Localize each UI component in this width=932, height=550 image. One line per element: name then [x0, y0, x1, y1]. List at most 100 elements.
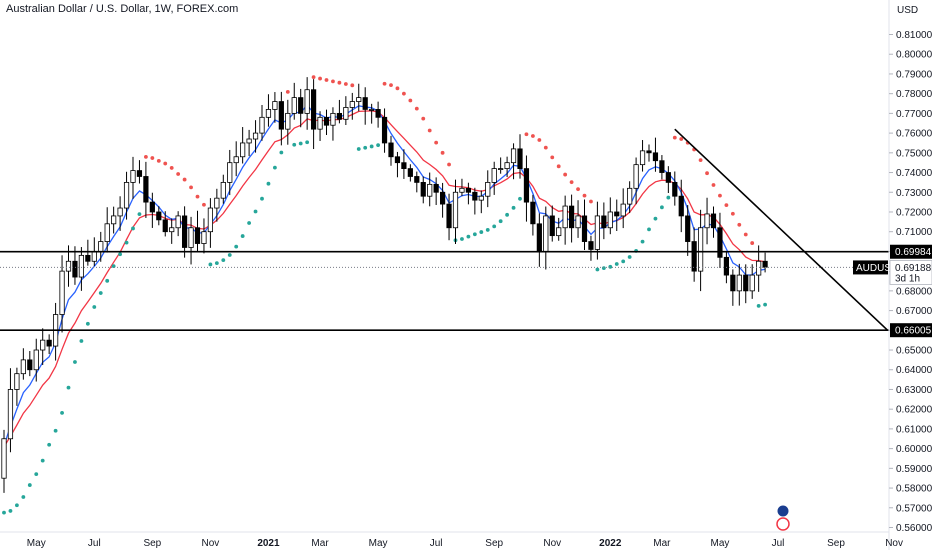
candle-body [85, 254, 91, 262]
psar-dot [389, 83, 393, 88]
psar-dot [531, 134, 535, 138]
candle-body [465, 187, 472, 193]
candle-body [220, 181, 226, 199]
x-tick-label: May [369, 538, 388, 549]
candle-body [588, 241, 594, 250]
candle-body [633, 164, 639, 189]
psar-dot [395, 86, 400, 91]
psar-dot [576, 187, 580, 192]
current-price-tag: 0.69188 [895, 263, 932, 274]
candle-body [459, 187, 465, 193]
candle-body [252, 132, 259, 140]
candle-body [704, 213, 710, 229]
psar-dot [679, 137, 684, 141]
candle-body [272, 101, 278, 110]
y-tick-label: 0.73000 [896, 188, 932, 199]
psar-dot [40, 458, 45, 463]
candle-body [439, 191, 446, 205]
psar-dot [511, 205, 516, 210]
psar-dot [421, 116, 426, 121]
candle-body [317, 116, 323, 130]
psar-dot [737, 222, 742, 227]
psar-dot [608, 264, 613, 269]
psar-dot [756, 303, 761, 308]
candle-body [46, 339, 52, 347]
psar-dot [234, 244, 239, 249]
candle-body [375, 109, 381, 118]
psar-dot [292, 142, 297, 147]
candle-body [614, 211, 620, 217]
candle-body [646, 150, 652, 154]
psar-dot [550, 155, 555, 160]
candle-body [104, 223, 110, 242]
trendline [674, 128, 889, 331]
candle-body [736, 274, 742, 292]
psar-dot [202, 202, 206, 207]
candle-body [388, 142, 394, 158]
psar-dot [589, 199, 593, 204]
y-tick-label: 0.81000 [896, 30, 932, 41]
y-tick-label: 0.80000 [896, 50, 932, 61]
x-tick-label: 2022 [599, 538, 622, 549]
candle-body [149, 201, 155, 213]
symbol-tag-bg [853, 260, 888, 275]
candle-body [285, 112, 291, 130]
psar-dot [466, 234, 471, 239]
psar-dot [2, 510, 6, 515]
candle-body [240, 142, 246, 158]
candle-body [575, 215, 581, 229]
psar-dot [382, 81, 387, 86]
level-high-tag-bg [890, 244, 932, 259]
candle-body [310, 89, 317, 130]
candle-body [517, 148, 523, 169]
y-tick-label: 0.63000 [896, 385, 932, 396]
psar-dot [324, 78, 329, 82]
psar-dot [672, 135, 677, 140]
y-tick-label: 0.68000 [896, 286, 932, 297]
psar-dot [627, 255, 632, 259]
y-tick-label: 0.58000 [896, 484, 932, 495]
x-tick-label: Sep [143, 538, 161, 549]
candle-body [433, 183, 439, 193]
chart-title: Australian Dollar / U.S. Dollar, 1W, FOR… [6, 3, 239, 15]
y-tick-label: 0.57000 [896, 503, 932, 514]
psar-dot [614, 262, 619, 266]
candle-body [143, 176, 149, 203]
level-high-tag: 0.69984 [895, 247, 932, 258]
y-tick-label: 0.59000 [896, 464, 932, 475]
psar-dot [640, 239, 645, 244]
psar-dot [543, 145, 548, 150]
psar-dot [440, 150, 445, 155]
y-tick-label: 0.65000 [896, 346, 932, 357]
candle-body [394, 156, 401, 164]
psar-dot [298, 141, 303, 146]
psar-dot [460, 237, 464, 241]
x-tick-label: Sep [827, 538, 845, 549]
psar-dot [189, 185, 193, 190]
candle-body [330, 112, 336, 126]
candle-body [698, 227, 704, 272]
psar-dot [169, 166, 174, 170]
candle-body [730, 274, 736, 292]
psar-dot [8, 509, 13, 513]
psar-dot [343, 82, 348, 86]
candle-body [407, 168, 413, 177]
x-tick-label: Jul [430, 538, 443, 549]
candle-body [59, 270, 65, 315]
psar-dot [569, 180, 574, 185]
candle-body [556, 227, 562, 237]
psar-dot [472, 232, 477, 237]
candle-body [414, 176, 420, 183]
psar-dot [582, 193, 587, 198]
candle-body [323, 116, 330, 126]
psar-dot [279, 150, 284, 155]
psar-dot [763, 302, 767, 307]
candle-body [356, 97, 362, 102]
candle-body [652, 152, 659, 162]
candle-body [446, 203, 452, 229]
psar-dot [105, 278, 110, 283]
candle-body [136, 170, 143, 177]
psar-dot [311, 75, 316, 80]
candle-body [530, 201, 536, 225]
